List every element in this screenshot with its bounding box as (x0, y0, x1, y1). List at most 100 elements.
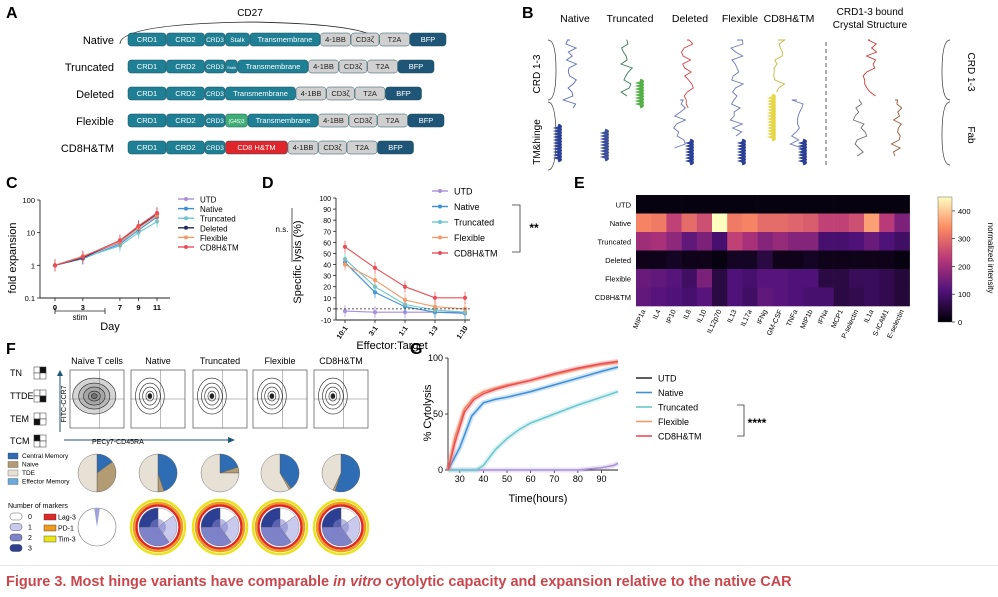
segment-label-cd8h-tm-cd8-h-tm: CD8 H&TM (237, 143, 275, 152)
cd8-crd-ribbon (773, 39, 786, 93)
g-legend-label-cd8h-tm: CD8H&TM (658, 432, 702, 442)
xtick-label: 40 (478, 474, 488, 484)
heatmap-cell (742, 195, 758, 214)
heatmap-cell (879, 250, 895, 270)
point-flexible (342, 262, 348, 267)
heatmap-cell (772, 232, 789, 251)
marker-pie-slice (94, 507, 100, 527)
heatmap-cell (727, 269, 743, 288)
heatmap-col-label-il1a: IL1a (863, 309, 875, 324)
heatmap-cell (772, 195, 789, 214)
heatmap-col-label-ip10: IP10 (665, 309, 677, 325)
heatmap-cell (681, 250, 698, 270)
c-ylabel: fold expansion (7, 223, 19, 294)
flow-contour (264, 386, 280, 406)
point-utd (372, 310, 378, 315)
xtick-label: 1:10 (456, 325, 470, 341)
heatmap-cell (651, 195, 667, 214)
band-native (445, 364, 619, 472)
segment-label-deleted-bfp: BFP (396, 89, 411, 98)
flow-title-na-ve-t-cells: Naïve T cells (71, 356, 123, 366)
colorbar-tick-label: 300 (958, 235, 971, 244)
heatmap-cell (727, 250, 743, 270)
series-line-native (447, 366, 619, 471)
ytick-label: 20 (323, 285, 331, 292)
marker-ring (254, 501, 306, 553)
marker-pie-slice (219, 515, 240, 543)
label-fab-right: Fab (965, 126, 976, 144)
flow-contour (330, 393, 336, 399)
point-truncated (372, 284, 378, 289)
heatmap-cell (696, 232, 713, 251)
series-line-truncated (448, 390, 619, 471)
structure-title-cd8h-tm: CD8H&TM (764, 13, 815, 25)
heatmap-cell (727, 287, 743, 307)
d-xlabel: Effector:Target (356, 340, 427, 352)
heatmap-cell (712, 195, 728, 214)
memory-pies (77, 453, 361, 493)
xtick-label: 60 (526, 474, 536, 484)
xtick-label: 10:1 (336, 325, 350, 341)
point-utd (342, 309, 348, 314)
subset-quadrant (39, 434, 47, 442)
ns-label: n.s. (276, 225, 289, 234)
segment-label-cd8h-tm-bfp: BFP (388, 143, 403, 152)
heatmap-cell (742, 269, 758, 288)
memory-pie-slice (96, 461, 117, 493)
legend-label-cd8h-tm: CD8H&TM (200, 244, 239, 253)
heatmap-cell (636, 269, 652, 288)
heatmap-cell (864, 213, 880, 233)
panel-letter-f: F (6, 341, 16, 358)
panel-c: C fold expansion Day 0.1 1 10 100 0 3 7 9 11 stim… (6, 175, 239, 333)
segment-label-truncated-stalk: Stalk (227, 65, 236, 70)
marker-ring (257, 504, 303, 550)
deleted-crd-ribbon (680, 39, 694, 109)
marker-pie-center (272, 519, 288, 535)
heatmap-row-label-native: Native (610, 219, 631, 228)
subset-quadrant (33, 389, 41, 397)
markers-title: Number of markers (8, 503, 68, 510)
segment-label-flexible-4-1bb: 4-1BB (323, 116, 344, 125)
heatmap-cell (757, 250, 774, 270)
subset-quadrant (39, 372, 47, 380)
g-legend-label-utd: UTD (658, 374, 677, 384)
point-cd8h-tm (117, 238, 123, 243)
point-cd8h-tm (402, 284, 408, 289)
markers-legend: Number of markers 0 1 2 3 Lag-3 PD-1 Tim-3 (8, 503, 76, 553)
markers-swatch-1 (9, 523, 23, 531)
segment-cd8h-tm-t2a (346, 140, 378, 155)
cd27-label: CD27 (237, 8, 263, 19)
g-xlabel: Time(hours) (509, 493, 568, 505)
ytick-label: 1 (31, 261, 35, 270)
receptor-swatch-lag-3 (43, 513, 57, 521)
marker-pie-center (150, 519, 166, 535)
heatmap-cell (772, 250, 789, 270)
legend-label-native: Native (454, 202, 480, 212)
legend-marker-deleted (184, 225, 188, 230)
heatmap-row-label-cd8h-tm: CD8H&TM (595, 293, 631, 302)
flow-contour (83, 386, 106, 406)
segment-label-cd8h-tm-t2a: T2A (355, 143, 369, 152)
segment-deleted-transmembrane (225, 86, 296, 101)
memory-legend-swatch-central-memory (7, 452, 19, 460)
cytokine-heatmap: UTD Native Truncated Deleted Flexible CD8H&TM… (595, 195, 971, 340)
heatmap-cell (848, 287, 865, 307)
segment-native-bfp (409, 32, 447, 47)
heatmap-cell (696, 287, 713, 307)
label-tm-hinge-left: TM&hinge (532, 119, 543, 165)
caption-prefix: Figure 3. Most hinge variants have compa… (6, 574, 334, 590)
flow-contour (147, 393, 153, 399)
point-cd8h-tm (342, 244, 348, 249)
heatmap-col-label-mip1a: MIP1a (633, 309, 648, 330)
heatmap-cell (848, 213, 865, 233)
memory-pie-slice (138, 453, 159, 493)
heatmap-cell (727, 232, 743, 251)
xtick-label: 3:1 (368, 325, 380, 337)
receptor-label-pd-1: PD-1 (58, 526, 74, 533)
segment-label-truncated-t2a: T2A (376, 62, 390, 71)
heatmap-cell (651, 269, 667, 288)
segment-cd8h-tm-bfp (377, 140, 414, 155)
memory-legend-swatch-effector-memory (7, 478, 19, 485)
segment-native-crd1 (127, 32, 167, 47)
heatmap-col-label-il12p70: IL12p70 (706, 309, 723, 335)
